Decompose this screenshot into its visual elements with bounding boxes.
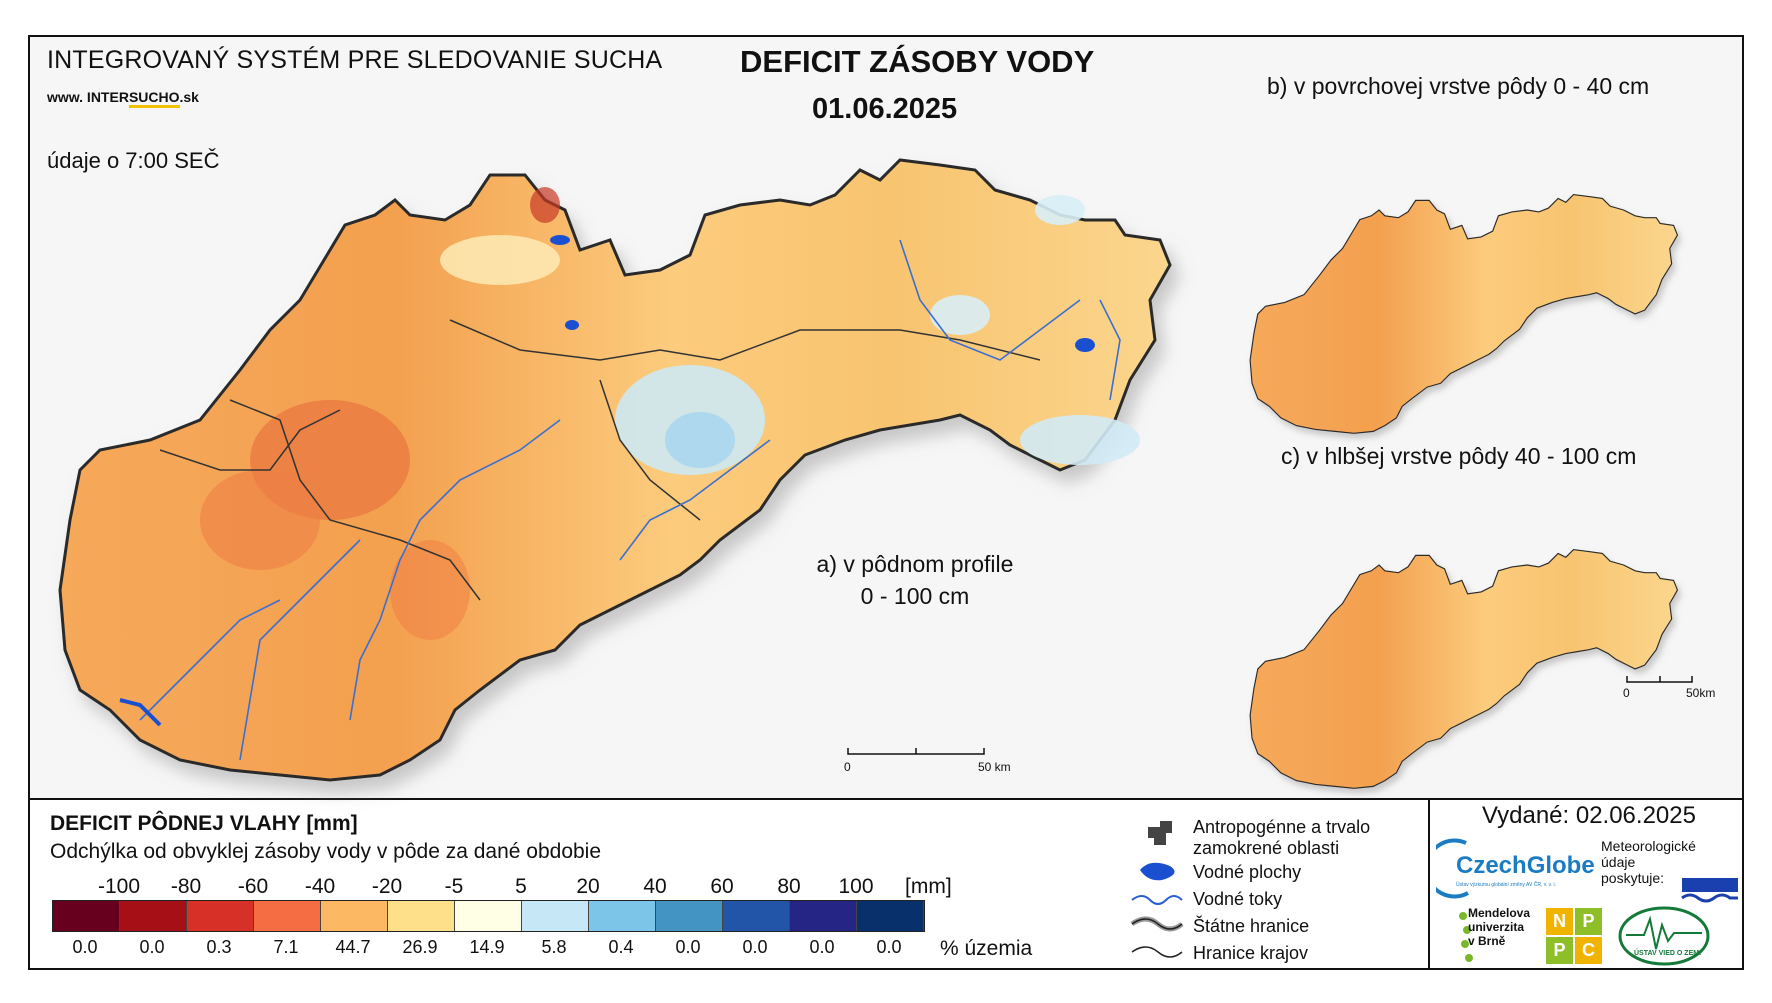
anthropogenic-symbol-icon xyxy=(1148,821,1172,845)
legend-unit: [mm] xyxy=(905,875,952,898)
legend-subtitle: Odchýlka od obvyklej zásoby vody v pôde … xyxy=(50,840,602,863)
system-title: INTEGROVANÝ SYSTÉM PRE SLEDOVANIE SUCHA xyxy=(47,46,663,74)
legend-color-swatch xyxy=(723,901,790,931)
legend-tick: 100 xyxy=(838,875,874,898)
mendel-logo-icon xyxy=(1459,912,1473,962)
scale-main-fifty: 50 km xyxy=(978,760,1011,774)
legend-tick: 80 xyxy=(777,875,801,898)
legend-anthropogenic-label: Antropogénne a trvalo zamokrené oblasti xyxy=(1193,817,1371,858)
scale-main-zero: 0 xyxy=(844,760,851,774)
legend-percent: 44.7 xyxy=(335,937,371,957)
legend-state-border-label: Štátne hranice xyxy=(1193,916,1310,936)
legend-color-swatch xyxy=(790,901,857,931)
nppc-letter: P xyxy=(1575,908,1602,935)
legend-tick: -20 xyxy=(371,875,403,898)
map-a-whole-profile xyxy=(58,158,1172,782)
legend-color-swatch xyxy=(522,901,589,931)
river-symbol-icon xyxy=(1131,895,1183,905)
legend-color-swatch xyxy=(656,901,723,931)
legend-color-swatch xyxy=(857,901,924,931)
scale-small-zero: 0 xyxy=(1623,686,1630,700)
uvz-logo xyxy=(1618,906,1710,966)
legend-percent: 0.0 xyxy=(876,937,902,957)
region-border-symbol-icon xyxy=(1131,946,1183,958)
time-note: údaje o 7:00 SEČ xyxy=(47,148,220,173)
legend-percent: 7.1 xyxy=(273,937,299,957)
legend-percent: 0.3 xyxy=(206,937,232,957)
scale-bar-main xyxy=(847,748,985,755)
nppc-letter: C xyxy=(1575,937,1602,964)
scale-small-fifty: 50km xyxy=(1686,686,1716,700)
water-body-symbol-icon xyxy=(1140,862,1175,881)
legend-color-swatch xyxy=(388,901,455,931)
legend-rivers-label: Vodné toky xyxy=(1193,889,1283,909)
legend-percent: 0.0 xyxy=(139,937,165,957)
mendel-university-logo: Mendelova univerzita v Brně xyxy=(1468,906,1531,948)
state-border-symbol-icon xyxy=(1131,918,1183,930)
map-b-label: b) v povrchovej vrstve pôdy 0 - 40 cm xyxy=(1267,73,1650,99)
legend-percent: 0.4 xyxy=(608,937,634,957)
legend-panel xyxy=(28,798,1744,970)
meteo-provider-label: Meteorologické údaje poskytuje: xyxy=(1601,838,1696,886)
website-link[interactable]: www. INTERSUCHO.sk xyxy=(47,89,199,108)
nppc-logo: N P P C xyxy=(1546,908,1602,964)
legend-percent: 0.0 xyxy=(675,937,701,957)
legend-percent: 0.0 xyxy=(742,937,768,957)
legend-tick: -80 xyxy=(170,875,202,898)
nppc-letter: N xyxy=(1546,908,1573,935)
legend-percent: 26.9 xyxy=(402,937,438,957)
czechglobe-logo xyxy=(1436,838,1469,899)
map-c-deep-layer xyxy=(1250,550,1677,789)
legend-color-swatch xyxy=(455,901,522,931)
legend-tick: -5 xyxy=(444,875,464,898)
map-a-label: a) v pôdnom profile 0 - 100 cm xyxy=(816,551,1014,609)
legend-percent: 5.8 xyxy=(541,937,567,957)
legend-tick: 40 xyxy=(643,875,667,898)
czechglobe-name: CzechGlobe xyxy=(1456,852,1595,879)
legend-color-swatch xyxy=(120,901,187,931)
uvz-name: ÚSTAV VIED O ZEMI xyxy=(1634,950,1702,957)
czechglobe-subtitle: Ústav výzkumu globální změny AV ČR, v. v… xyxy=(1456,882,1557,888)
legend-tick: 5 xyxy=(515,875,527,898)
legend-tick: -40 xyxy=(304,875,336,898)
legend-region-border-label: Hranice krajov xyxy=(1193,943,1309,963)
legend-water-label: Vodné plochy xyxy=(1193,862,1302,882)
legend-title: DEFICIT PÔDNEJ VLAHY [mm] xyxy=(50,812,358,835)
legend-tick: -100 xyxy=(97,875,141,898)
nppc-letter: P xyxy=(1546,937,1573,964)
legend-divider xyxy=(1428,798,1430,970)
legend-percent: 0.0 xyxy=(72,937,98,957)
legend-color-swatch xyxy=(321,901,388,931)
map-c-label: c) v hlbšej vrstve pôdy 40 - 100 cm xyxy=(1281,443,1637,469)
issued-date: Vydané: 02.06.2025 xyxy=(1482,802,1696,829)
legend-tick: -60 xyxy=(237,875,269,898)
shmu-logo xyxy=(1681,878,1738,903)
legend-percent: 14.9 xyxy=(469,937,505,957)
map-date: 01.06.2025 xyxy=(812,93,958,125)
page-title: DEFICIT ZÁSOBY VODY xyxy=(740,44,1095,79)
scale-bar-small xyxy=(1626,676,1693,683)
legend-percent: 0.0 xyxy=(809,937,835,957)
legend-color-bar xyxy=(52,900,925,932)
legend-tick: 60 xyxy=(710,875,734,898)
legend-color-swatch xyxy=(589,901,656,931)
legend-color-swatch xyxy=(187,901,254,931)
legend-color-swatch xyxy=(53,901,120,931)
map-b-surface-layer xyxy=(1250,195,1677,434)
legend-percent-label: % územia xyxy=(940,937,1033,960)
legend-color-swatch xyxy=(254,901,321,931)
legend-tick: 20 xyxy=(576,875,600,898)
